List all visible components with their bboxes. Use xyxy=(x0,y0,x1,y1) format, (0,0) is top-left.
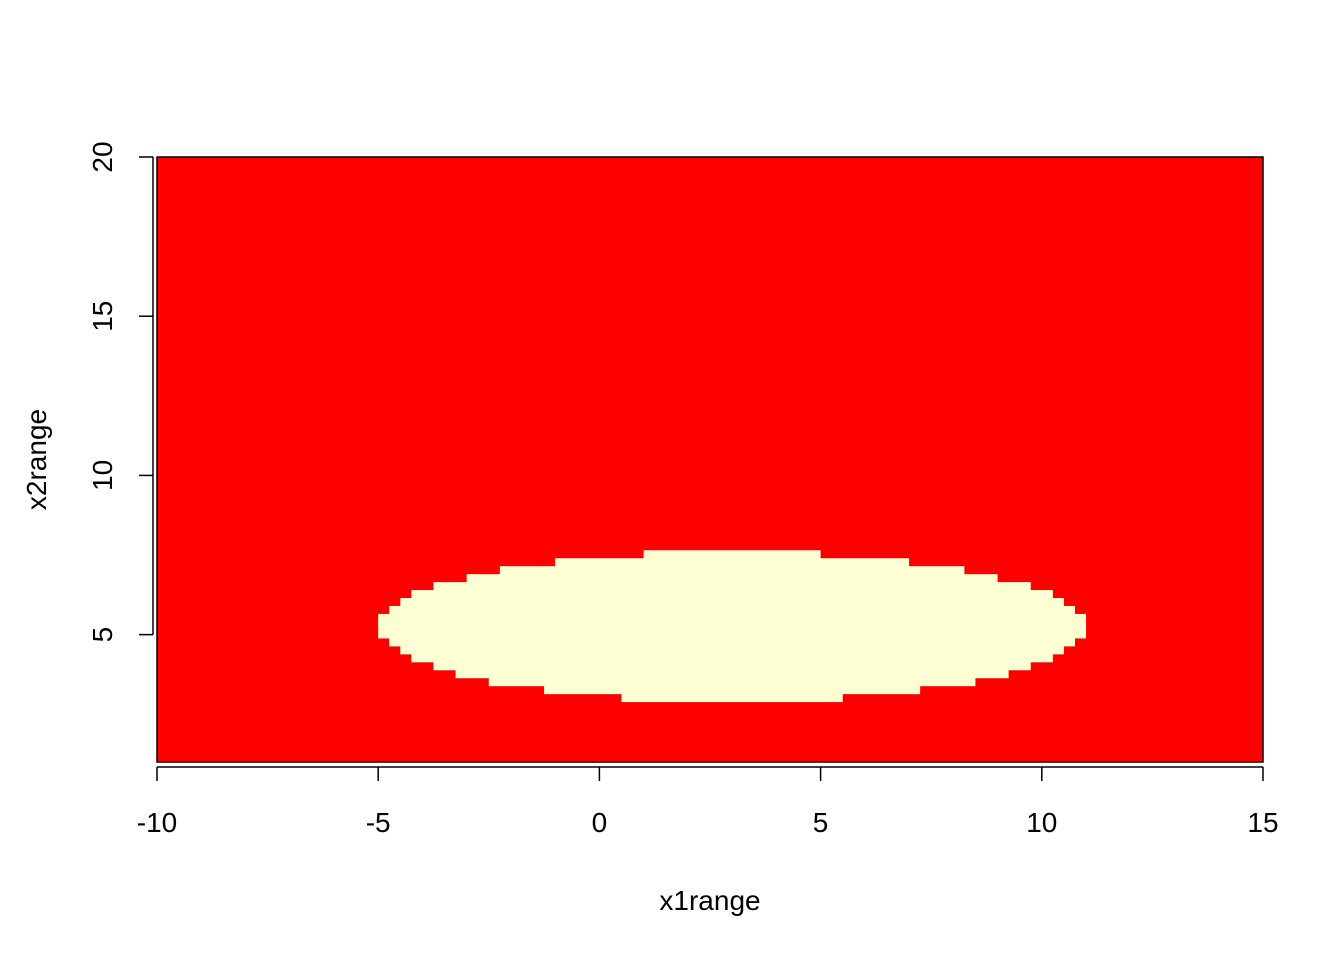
x-tick-label: 15 xyxy=(1247,807,1278,838)
x-tick-label: 0 xyxy=(592,807,608,838)
region-cell-row xyxy=(466,574,998,583)
x-tick-label: -5 xyxy=(366,807,391,838)
y-tick-label: 10 xyxy=(87,460,118,491)
region-cell-row xyxy=(378,629,1087,639)
y-tick-label: 5 xyxy=(87,627,118,643)
region-cell-row xyxy=(389,637,1075,647)
region-cell-row xyxy=(499,566,965,575)
region-cell-row xyxy=(455,669,1009,679)
region-cell-row xyxy=(400,598,1064,607)
x-axis-title: x1range xyxy=(659,885,760,916)
x-tick-label: 5 xyxy=(813,807,829,838)
region-cell-row xyxy=(433,661,1031,671)
region-cell-row xyxy=(411,590,1053,599)
region-cell-row xyxy=(378,621,1087,631)
region-cell-row xyxy=(389,605,1075,615)
ellipse-class-region xyxy=(378,550,1087,703)
y-tick-label: 15 xyxy=(87,301,118,332)
region-cell-row xyxy=(488,677,976,687)
region-cell-row xyxy=(411,653,1053,663)
region-cell-row xyxy=(643,550,821,559)
y-axis-title: x2range xyxy=(21,409,52,510)
y-tick-label: 20 xyxy=(87,141,118,172)
region-cell-row xyxy=(544,685,921,695)
region-cell-row xyxy=(378,613,1087,623)
x-tick-label: -10 xyxy=(137,807,177,838)
x-tick-label: 10 xyxy=(1026,807,1057,838)
x-axis: -10 -5 0 5 10 15 xyxy=(137,766,1279,838)
region-cell-row xyxy=(400,645,1064,655)
y-axis: 5 10 15 20 xyxy=(87,141,154,643)
region-cell-row xyxy=(621,693,843,703)
plot-frame xyxy=(156,156,1264,763)
region-cell-row xyxy=(433,582,1031,591)
region-cell-row xyxy=(555,558,910,567)
plot-area xyxy=(156,156,1264,763)
